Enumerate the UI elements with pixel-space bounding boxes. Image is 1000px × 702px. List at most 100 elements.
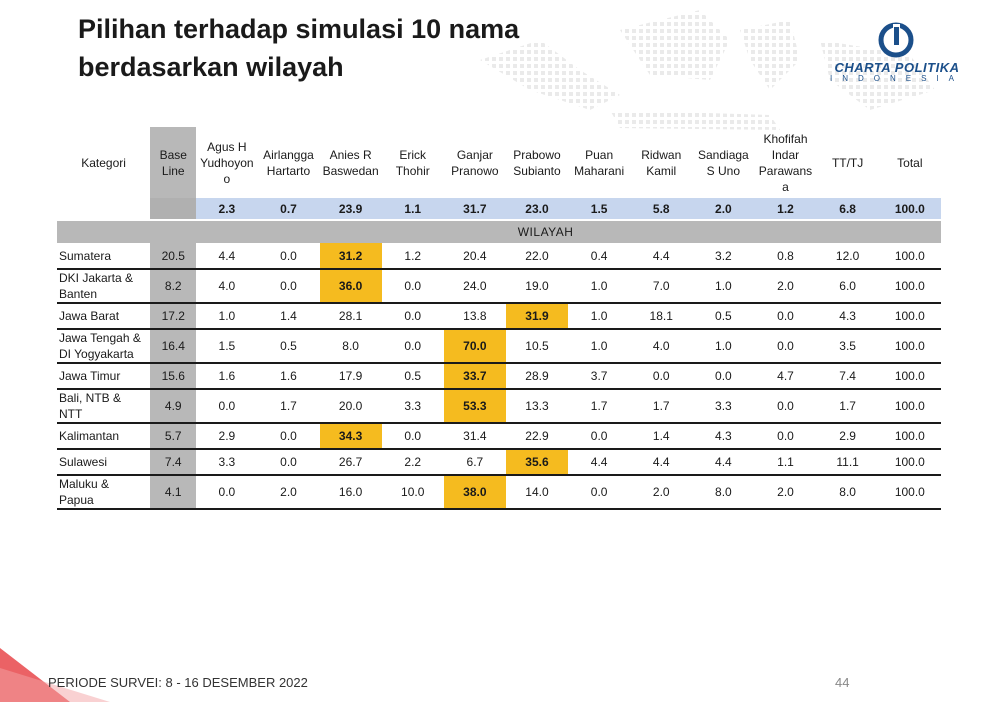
total-value: 1.2 [754,198,817,221]
region-name: Bali, NTB & NTT [57,389,151,424]
highlighted-value: 31.9 [505,303,569,330]
total-value: 1.1 [381,198,444,221]
cell-value: 2.0 [754,475,817,510]
cell-value: 0.0 [754,329,817,364]
cell-value: 2.9 [196,423,258,450]
header-candidate-line: Agus H [207,139,247,154]
header-candidate-line: Pranowo [451,163,499,178]
cell-value: 0.0 [381,269,444,304]
header-candidate-line: Prabowo [513,147,561,162]
cell-value: 0.5 [692,303,755,330]
cell-value: 2.2 [381,449,444,476]
charta-politika-logo: CHARTA POLITIKA INDONESIA [812,22,982,86]
base-line-value: 15.6 [150,363,197,390]
header-candidate-line: Maharani [574,163,625,178]
header-candidate-line: Baswedan [322,163,379,178]
cell-value: 17.9 [319,363,382,390]
highlighted-value: 38.0 [443,475,506,510]
cell-value: 0.0 [754,303,817,330]
cell-value: 4.0 [630,329,693,364]
survey-period: PERIODE SURVEI: 8 - 16 DESEMBER 2022 [48,675,308,690]
total-value: 1.5 [568,198,631,221]
header-candidate-line: Yudhoyon [200,155,254,170]
cell-value: 1.0 [568,329,631,364]
cell-value: 3.3 [381,389,444,424]
cell-value: 28.9 [505,363,569,390]
header-candidate-line: Puan [585,147,614,162]
region-name-line: Maluku & [59,477,110,491]
total-value: 5.8 [630,198,693,221]
table-row: Sulawesi 7.4 3.3 0.0 26.7 2.2 6.7 35.6 4.4 4.4 4.4… [57,449,941,476]
cell-value: 18.1 [630,303,693,330]
base-line-value: 20.5 [150,243,197,270]
header-base-line-2: Line [161,163,185,178]
cell-value: 100.0 [878,243,941,270]
cell-value: 100.0 [878,303,941,330]
region-name: Jawa Barat [57,303,151,330]
cell-value: 0.0 [196,389,258,424]
cell-value: 22.0 [505,243,569,270]
table-row: Maluku & Papua 4.1 0.0 2.0 16.0 10.0 38.0 14.0 0.… [57,475,941,510]
cell-value: 28.1 [319,303,382,330]
cell-value: 0.0 [754,423,817,450]
header-candidate-line: Sandiaga [698,147,749,162]
region-name: Maluku & Papua [57,475,151,510]
header-candidate-line: Hartarto [266,163,311,178]
title-line-2: berdasarkan wilayah [78,52,344,82]
region-name: Kalimantan [57,423,151,450]
cell-value: 3.5 [816,329,879,364]
region-name-line: Sulawesi [59,455,108,469]
header-candidate: Airlangga Hartarto [257,127,319,198]
cell-value: 19.0 [505,269,569,304]
cell-value: 0.0 [257,423,320,450]
header-kategori: Kategori [81,155,126,170]
region-name-line: DI Yogyakarta [59,347,134,361]
cell-value: 2.0 [754,269,817,304]
base-line-value: 7.4 [150,449,197,476]
cell-value: 10.5 [505,329,569,364]
cell-value: 26.7 [319,449,382,476]
cell-value: 4.3 [816,303,879,330]
header-candidate-line: Kamil [646,163,677,178]
cell-value: 22.9 [505,423,569,450]
base-line-value: 17.2 [150,303,197,330]
cell-value: 16.0 [319,475,382,510]
cell-value: 1.4 [630,423,693,450]
cell-value: 4.4 [630,449,693,476]
cell-value: 100.0 [878,329,941,364]
cell-value: 100.0 [878,475,941,510]
cell-value: 1.7 [630,389,693,424]
cell-value: 13.3 [505,389,569,424]
section-row: WILAYAH [57,220,941,243]
base-line-value: 16.4 [150,329,197,364]
cell-value: 3.3 [692,389,755,424]
cell-value: 1.5 [196,329,258,364]
region-name-line: DKI Jakarta & [59,271,134,285]
header-candidate: Khofifah Indar Parawans a [754,127,816,198]
results-table: Kategori Base Line Agus H Yudhoyon o Airlan… [57,127,941,510]
cell-value: 1.0 [568,269,631,304]
cell-value: 1.2 [381,243,444,270]
totals-blank-cell [57,198,151,221]
header-candidate-line: Anies R [329,147,372,162]
cell-value: 1.0 [196,303,258,330]
cell-value: 100.0 [878,449,941,476]
highlighted-value: 53.3 [443,389,506,424]
table-row: Sumatera 20.5 4.4 0.0 31.2 1.2 20.4 22.0 0.4 4.4 3… [57,243,941,270]
cell-value: 2.0 [630,475,693,510]
cell-value: 0.0 [381,303,444,330]
total-value: 23.9 [319,198,382,221]
cell-value: 1.6 [257,363,320,390]
cell-value: 1.6 [196,363,258,390]
base-line-value: 4.1 [150,475,197,510]
cell-value: 4.4 [568,449,631,476]
cell-value: 8.0 [692,475,755,510]
logo-subtitle: INDONESIA [829,74,964,83]
region-name-line: Sumatera [59,248,112,263]
cell-value: 10.0 [381,475,444,510]
totals-row: 2.3 0.7 23.9 1.1 31.7 23.0 1.5 5.8 2.0 1.2 6.8 100.… [57,198,941,221]
header-candidate-line: Subianto [513,163,561,178]
logo-emblem-icon [878,22,914,58]
cell-value: 0.0 [381,423,444,450]
cell-value: 1.0 [692,269,755,304]
